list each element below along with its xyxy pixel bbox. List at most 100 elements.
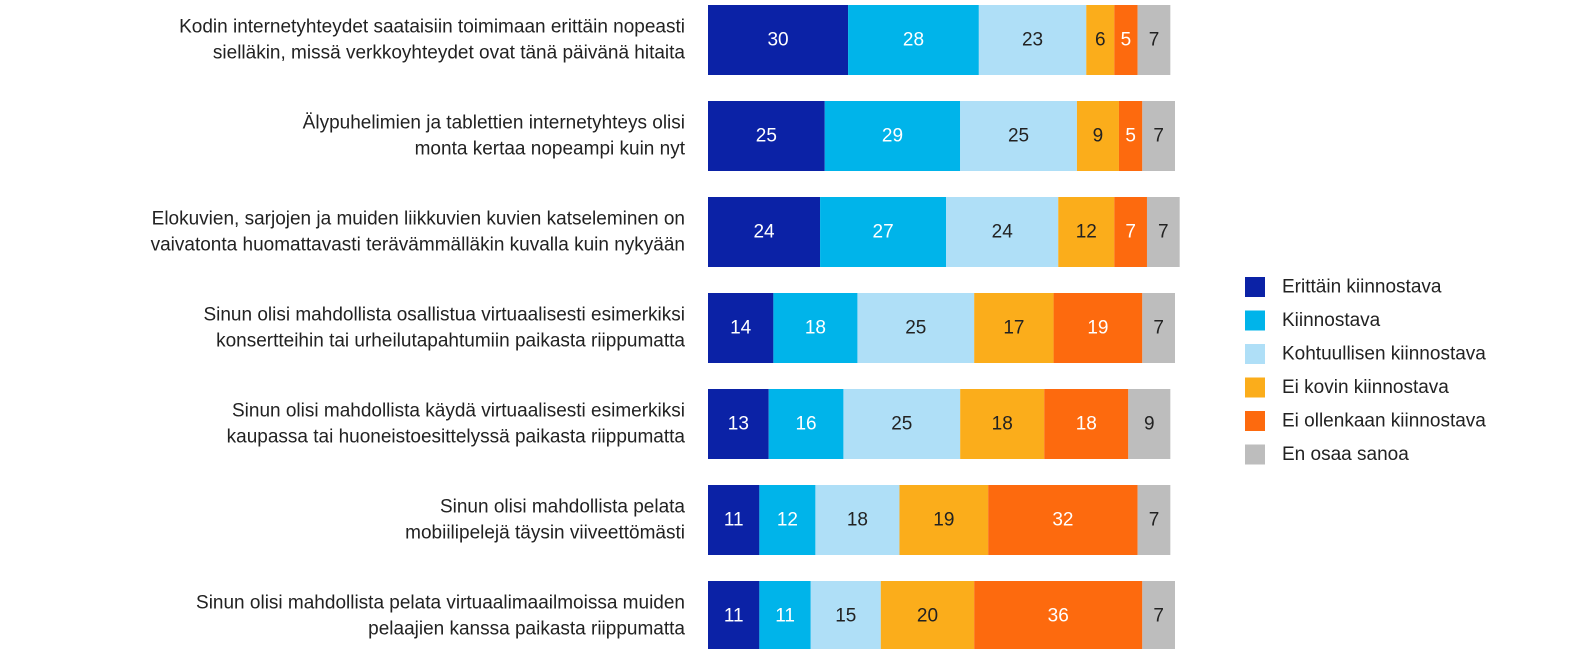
value-label: 7 bbox=[1153, 606, 1164, 627]
value-label: 5 bbox=[1121, 30, 1132, 51]
value-label: 7 bbox=[1153, 318, 1164, 339]
category-label: Sinun olisi mahdollista pelata virtuaali… bbox=[196, 593, 685, 614]
value-label: 18 bbox=[992, 414, 1013, 435]
bar-segment bbox=[708, 485, 760, 555]
value-label: 36 bbox=[1048, 606, 1069, 627]
value-label: 14 bbox=[730, 318, 752, 339]
legend-label: Ei kovin kiinnostava bbox=[1282, 377, 1449, 398]
bar-segment bbox=[768, 389, 844, 459]
category-label: sielläkin, missä verkkoyhteydet ovat tän… bbox=[213, 43, 686, 64]
category-label: kaupassa tai huoneistoesittelyssä paikas… bbox=[227, 427, 686, 448]
value-label: 32 bbox=[1052, 510, 1073, 531]
bar-segment bbox=[1137, 5, 1171, 75]
value-label: 16 bbox=[795, 414, 816, 435]
bar-segment bbox=[815, 485, 900, 555]
value-label: 7 bbox=[1149, 510, 1160, 531]
value-label: 23 bbox=[1022, 30, 1043, 51]
category-label: pelaajien kanssa paikasta riippumatta bbox=[368, 619, 685, 640]
bar-segment bbox=[960, 101, 1077, 171]
bar-segment bbox=[899, 485, 989, 555]
value-label: 24 bbox=[753, 222, 775, 243]
value-label: 15 bbox=[835, 606, 856, 627]
bar-segment bbox=[880, 581, 975, 649]
legend-label: En osaa sanoa bbox=[1282, 444, 1409, 465]
value-label: 30 bbox=[767, 30, 788, 51]
legend-swatch bbox=[1245, 411, 1265, 431]
category-label: Kodin internetyhteydet saataisiin toimim… bbox=[179, 17, 685, 38]
category-label: konsertteihin tai urheilutapahtumiin pai… bbox=[216, 331, 685, 352]
bar-segment bbox=[708, 581, 760, 649]
value-label: 18 bbox=[847, 510, 868, 531]
bar-segment bbox=[1137, 485, 1171, 555]
bar-segment bbox=[848, 5, 979, 75]
bar-segment bbox=[946, 197, 1059, 267]
value-label: 6 bbox=[1095, 30, 1106, 51]
value-label: 11 bbox=[775, 606, 795, 627]
bar-segment bbox=[857, 293, 975, 363]
bar-segment bbox=[810, 581, 881, 649]
value-label: 29 bbox=[882, 126, 903, 147]
legend-swatch bbox=[1245, 310, 1265, 331]
value-label: 17 bbox=[1003, 318, 1024, 339]
value-label: 19 bbox=[933, 510, 954, 531]
bar-segment bbox=[1142, 293, 1175, 363]
bar-segment bbox=[1128, 389, 1171, 459]
bar-segment bbox=[1114, 5, 1138, 75]
bar-segment bbox=[1086, 5, 1115, 75]
legend-label: Kohtuullisen kiinnostava bbox=[1282, 344, 1486, 365]
bar-segment bbox=[1114, 197, 1147, 267]
category-label: Älypuhelimien ja tablettien internetyhte… bbox=[303, 113, 685, 134]
value-label: 7 bbox=[1149, 30, 1160, 51]
category-label: vaivatonta huomattavasti terävämmälläkin… bbox=[151, 235, 685, 256]
bar-segment bbox=[978, 5, 1087, 75]
bar-segment bbox=[1142, 101, 1175, 171]
bar-segment bbox=[820, 197, 947, 267]
value-label: 24 bbox=[992, 222, 1014, 243]
category-label: Sinun olisi mahdollista käydä virtuaalis… bbox=[232, 401, 685, 422]
bar-segment bbox=[988, 485, 1138, 555]
bar-segment bbox=[824, 101, 961, 171]
value-label: 13 bbox=[728, 414, 749, 435]
value-label: 18 bbox=[805, 318, 826, 339]
bar-segment bbox=[708, 101, 825, 171]
value-label: 12 bbox=[1076, 222, 1097, 243]
value-label: 27 bbox=[873, 222, 894, 243]
value-label: 25 bbox=[891, 414, 912, 435]
value-label: 7 bbox=[1153, 126, 1164, 147]
value-label: 9 bbox=[1144, 414, 1155, 435]
value-label: 12 bbox=[777, 510, 798, 531]
category-label: Sinun olisi mahdollista osallistua virtu… bbox=[203, 305, 685, 326]
legend-swatch bbox=[1245, 444, 1265, 465]
value-label: 18 bbox=[1076, 414, 1097, 435]
bar-segment bbox=[960, 389, 1045, 459]
bar-segment bbox=[1058, 197, 1115, 267]
category-label: mobiilipelejä täysin viiveettömästi bbox=[405, 523, 685, 544]
bar-segment bbox=[1142, 581, 1175, 649]
value-label: 7 bbox=[1158, 222, 1169, 243]
bar-segment bbox=[708, 389, 769, 459]
legend-label: Erittäin kiinnostava bbox=[1282, 277, 1442, 298]
value-label: 19 bbox=[1087, 318, 1108, 339]
legend-label: Ei ollenkaan kiinnostava bbox=[1282, 411, 1486, 432]
bar-segment bbox=[1044, 389, 1129, 459]
value-label: 11 bbox=[724, 606, 744, 627]
value-label: 9 bbox=[1093, 126, 1104, 147]
bar-segment bbox=[1053, 293, 1143, 363]
value-label: 7 bbox=[1125, 222, 1136, 243]
category-label: Elokuvien, sarjojen ja muiden liikkuvien… bbox=[152, 209, 685, 230]
legend-swatch bbox=[1245, 277, 1265, 297]
value-label: 25 bbox=[756, 126, 777, 147]
value-label: 5 bbox=[1125, 126, 1136, 147]
bar-segment bbox=[1146, 197, 1180, 267]
bar-segment bbox=[974, 293, 1054, 363]
legend-swatch bbox=[1245, 344, 1265, 364]
bar-segment bbox=[708, 5, 849, 75]
category-label: Sinun olisi mahdollista pelata bbox=[440, 497, 685, 518]
bar-segment bbox=[759, 485, 816, 555]
bar-segment bbox=[1076, 101, 1119, 171]
bar-segment bbox=[773, 293, 858, 363]
bar-segment bbox=[708, 197, 821, 267]
bar-segment bbox=[1118, 101, 1143, 171]
value-label: 28 bbox=[903, 30, 924, 51]
